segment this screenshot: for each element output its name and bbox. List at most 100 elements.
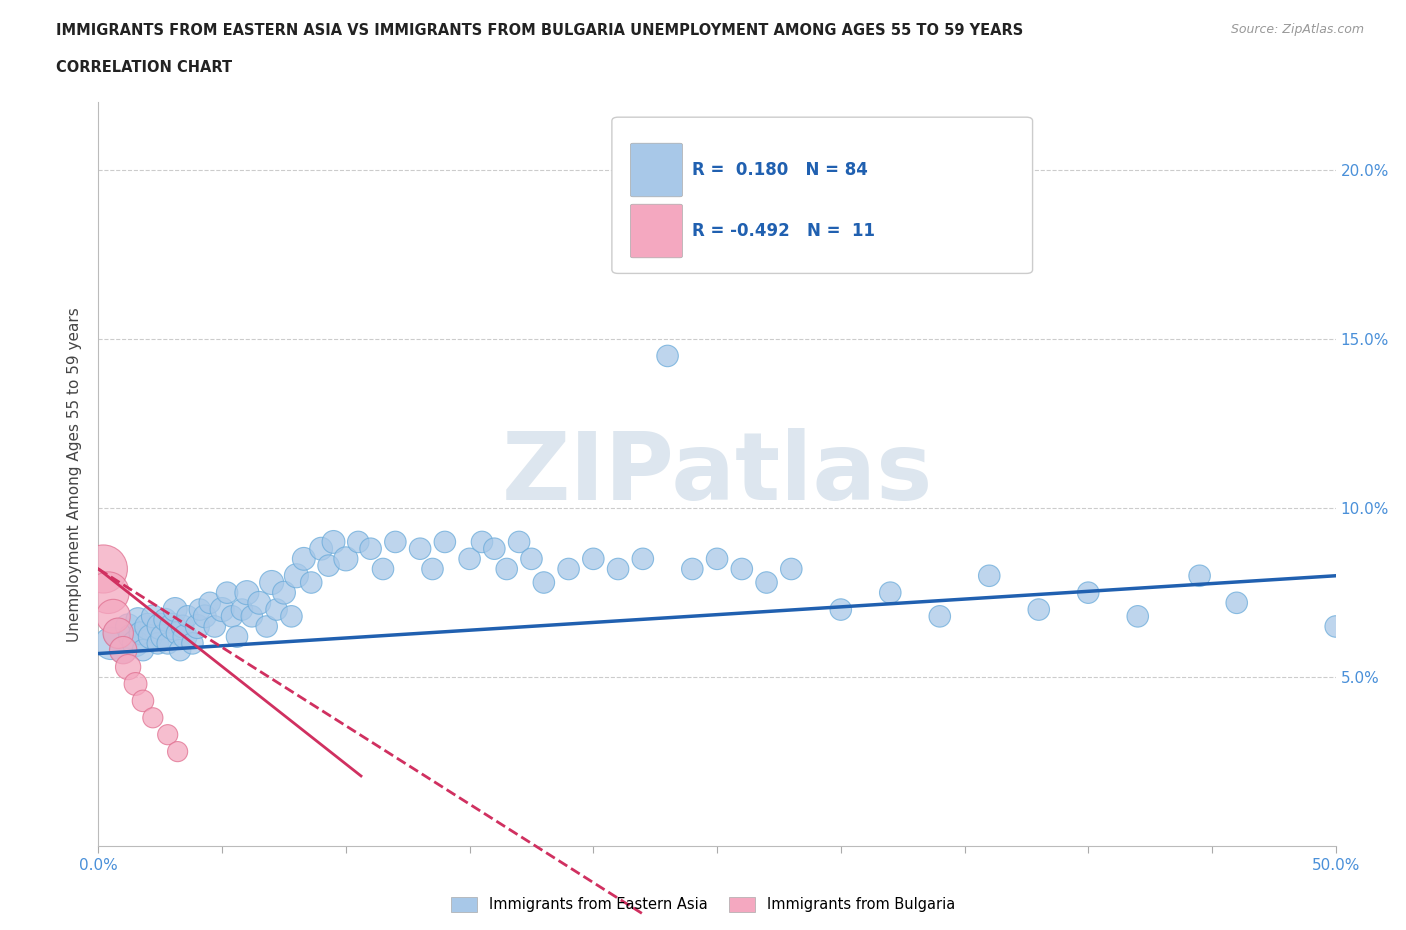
Point (1028, 602, 1050, 617)
Point (471, 535, 494, 550)
Point (132, 643, 155, 658)
Point (755, 575, 778, 590)
Point (260, 575, 283, 590)
Point (681, 562, 703, 577)
Point (166, 744, 188, 759)
Point (93, 562, 115, 577)
Point (152, 630, 174, 644)
Point (1188, 568, 1211, 583)
Point (508, 535, 530, 550)
Point (103, 609, 125, 624)
Point (136, 619, 159, 634)
Point (107, 626, 129, 641)
Point (347, 535, 370, 550)
Point (231, 602, 253, 617)
Point (273, 585, 295, 600)
Point (204, 619, 226, 634)
Point (318, 558, 340, 573)
Legend: Immigrants from Eastern Asia, Immigrants from Bulgaria: Immigrants from Eastern Asia, Immigrants… (444, 891, 962, 918)
Point (120, 630, 142, 644)
Point (631, 551, 654, 566)
Point (100, 636, 122, 651)
Point (979, 568, 1001, 583)
Point (217, 585, 239, 600)
Point (422, 562, 444, 577)
Point (174, 630, 197, 644)
Point (1077, 585, 1099, 600)
Point (97, 585, 120, 600)
FancyBboxPatch shape (612, 117, 1032, 273)
Point (139, 630, 162, 644)
Point (107, 626, 129, 641)
Point (149, 619, 172, 634)
Point (165, 602, 187, 617)
Point (879, 585, 901, 600)
Point (582, 551, 605, 566)
Point (176, 609, 198, 624)
Point (112, 643, 135, 658)
Point (458, 551, 481, 566)
Point (211, 602, 233, 617)
Point (731, 562, 754, 577)
Point (360, 541, 382, 556)
Point (124, 676, 146, 691)
Text: ZIPatlas: ZIPatlas (502, 429, 932, 520)
Point (335, 551, 357, 566)
Point (309, 541, 332, 556)
Point (127, 612, 149, 627)
Point (1126, 609, 1149, 624)
Point (142, 711, 165, 725)
Point (156, 636, 179, 651)
Point (117, 659, 139, 674)
Point (266, 602, 288, 617)
Point (240, 609, 263, 624)
Point (495, 562, 517, 577)
Point (607, 562, 630, 577)
Point (181, 636, 204, 651)
Point (132, 694, 155, 709)
Text: CORRELATION CHART: CORRELATION CHART (56, 60, 232, 75)
FancyBboxPatch shape (630, 143, 682, 197)
FancyBboxPatch shape (630, 205, 682, 258)
Point (299, 575, 322, 590)
Text: IMMIGRANTS FROM EASTERN ASIA VS IMMIGRANTS FROM BULGARIA UNEMPLOYMENT AMONG AGES: IMMIGRANTS FROM EASTERN ASIA VS IMMIGRAN… (56, 23, 1024, 38)
Point (186, 619, 208, 634)
Point (188, 602, 211, 617)
Point (142, 609, 165, 624)
Point (928, 609, 950, 624)
Point (1324, 619, 1347, 634)
Point (830, 602, 852, 617)
Point (156, 727, 179, 742)
Text: R =  0.180   N = 84: R = 0.180 N = 84 (692, 161, 868, 179)
Point (780, 562, 803, 577)
Point (112, 643, 135, 658)
Point (409, 541, 432, 556)
Y-axis label: Unemployment Among Ages 55 to 59 years: Unemployment Among Ages 55 to 59 years (67, 307, 83, 642)
Text: R = -0.492   N =  11: R = -0.492 N = 11 (692, 222, 876, 240)
Point (129, 626, 152, 641)
Point (292, 551, 315, 566)
Point (194, 609, 217, 624)
Point (169, 643, 191, 658)
Point (146, 636, 169, 651)
Point (371, 562, 394, 577)
Point (221, 609, 243, 624)
Point (433, 535, 456, 550)
Point (557, 562, 579, 577)
Point (117, 619, 139, 634)
Point (162, 619, 184, 634)
Point (198, 595, 221, 610)
Point (155, 612, 177, 627)
Point (657, 349, 679, 364)
Point (533, 575, 555, 590)
Point (322, 535, 344, 550)
Point (172, 619, 194, 634)
Point (520, 551, 543, 566)
Point (484, 541, 506, 556)
Point (285, 568, 308, 583)
Point (384, 535, 406, 550)
Point (226, 630, 249, 644)
Point (166, 626, 188, 641)
Point (124, 636, 146, 651)
Point (1226, 595, 1249, 610)
